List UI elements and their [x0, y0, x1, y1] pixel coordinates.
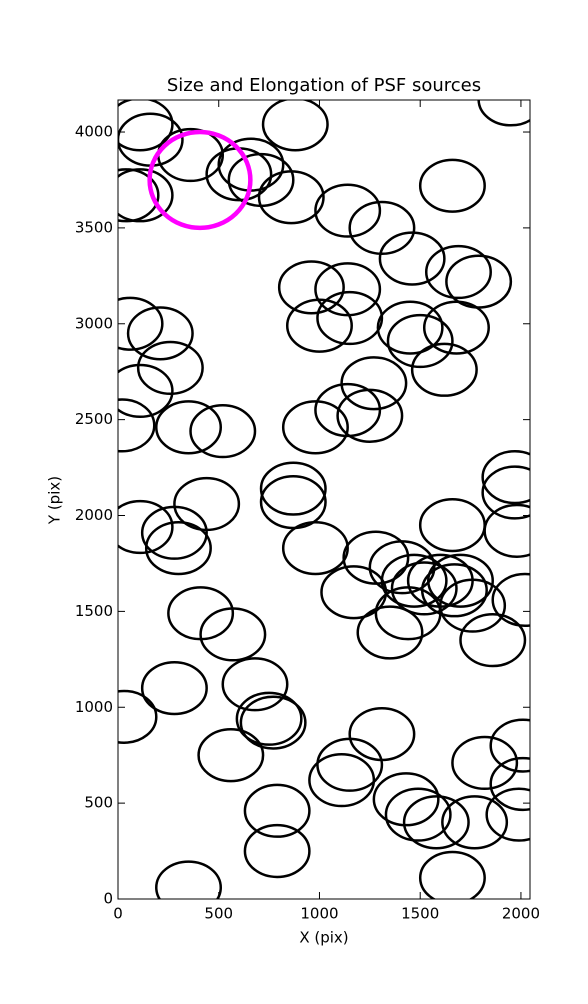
psf-source: [118, 398, 156, 453]
psf-source: [481, 465, 530, 520]
psf-source: [384, 787, 452, 842]
y-tick-label: 0: [103, 890, 113, 908]
psf-source: [281, 400, 349, 455]
psf-source: [197, 728, 265, 783]
psf-source: [155, 400, 222, 455]
psf-source: [140, 660, 208, 716]
psf-source: [368, 540, 436, 595]
psf-source: [451, 735, 519, 790]
psf-source: [118, 168, 174, 223]
psf-source: [356, 605, 424, 660]
psf-source: [445, 254, 513, 309]
psf-source: [144, 520, 212, 576]
psf-source: [314, 183, 382, 238]
psf-source: [308, 752, 376, 808]
psf-source: [118, 100, 174, 152]
psf-source: [477, 100, 530, 127]
psf-source: [118, 363, 174, 419]
psf-source: [422, 300, 490, 355]
psf-source: [259, 461, 327, 516]
psf-source: [348, 706, 416, 762]
psf-source: [239, 695, 307, 750]
psf-source: [281, 520, 349, 576]
psf-source: [485, 787, 530, 842]
psf-source: [348, 200, 416, 256]
psf-source: [489, 718, 530, 773]
psf-source: [118, 689, 158, 744]
psf-source: [390, 561, 458, 616]
psf-source: [483, 503, 530, 558]
psf-source: [189, 404, 257, 459]
psf-source: [235, 691, 303, 746]
psf-source: [459, 613, 527, 668]
x-tick-label: 2000: [502, 905, 540, 923]
psf-source: [491, 572, 530, 628]
psf-source: [410, 342, 478, 397]
x-tick-label: 500: [204, 905, 233, 923]
x-axis-label: X (pix): [299, 929, 348, 947]
psf-source: [155, 860, 222, 899]
y-tick-label: 1500: [75, 602, 113, 620]
psf-source: [126, 306, 194, 361]
psf-source: [316, 290, 384, 346]
psf-source: [372, 772, 440, 827]
y-tick-label: 2000: [75, 506, 113, 524]
psf-source: [424, 244, 492, 300]
psf-source: [316, 737, 384, 792]
psf-source: [481, 450, 530, 505]
psf-source: [118, 168, 160, 223]
x-tick-label: 1000: [300, 905, 338, 923]
psf-source: [147, 129, 253, 231]
axes-frame: [117, 99, 531, 900]
psf-source: [136, 340, 204, 396]
psf-source: [205, 147, 273, 202]
psf-source: [418, 850, 486, 899]
y-tick-label: 500: [84, 794, 113, 812]
psf-source: [157, 127, 225, 183]
psf-source: [441, 795, 509, 850]
x-tick-label: 1500: [401, 905, 439, 923]
psf-source: [259, 474, 327, 530]
y-tick-label: 3000: [75, 314, 113, 332]
y-axis-label: Y (pix): [46, 476, 64, 525]
psf-source: [420, 563, 488, 618]
chart-title: Size and Elongation of PSF sources: [167, 75, 481, 96]
y-tick-label: 3500: [75, 218, 113, 236]
psf-source: [243, 783, 311, 838]
psf-source: [257, 170, 325, 225]
psf-source: [336, 388, 404, 443]
x-tick-label: 0: [113, 905, 123, 923]
psf-source: [376, 300, 444, 355]
psf-source: [118, 499, 174, 555]
psf-source: [221, 657, 289, 712]
psf-source: [374, 586, 442, 641]
psf-source: [427, 553, 494, 608]
y-tick-label: 2500: [75, 410, 113, 428]
psf-source: [243, 823, 311, 879]
psf-source: [439, 578, 507, 633]
psf-source: [418, 158, 486, 213]
psf-source: [261, 100, 329, 152]
plot-area: [118, 100, 530, 899]
y-tick-label: 1000: [75, 698, 113, 716]
psf-source: [418, 497, 486, 553]
psf-source: [227, 152, 295, 208]
psf-source: [320, 565, 388, 620]
psf-source: [285, 298, 353, 353]
psf-source: [340, 356, 408, 411]
psf-source: [386, 313, 454, 369]
y-tick-label: 4000: [75, 123, 113, 141]
psf-source: [378, 231, 446, 286]
psf-source: [199, 607, 267, 662]
psf-source: [314, 262, 382, 317]
psf-source: [402, 795, 470, 850]
psf-source: [118, 296, 164, 351]
psf-source: [277, 260, 345, 315]
psf-source: [140, 505, 208, 560]
psf-source: [489, 756, 530, 812]
